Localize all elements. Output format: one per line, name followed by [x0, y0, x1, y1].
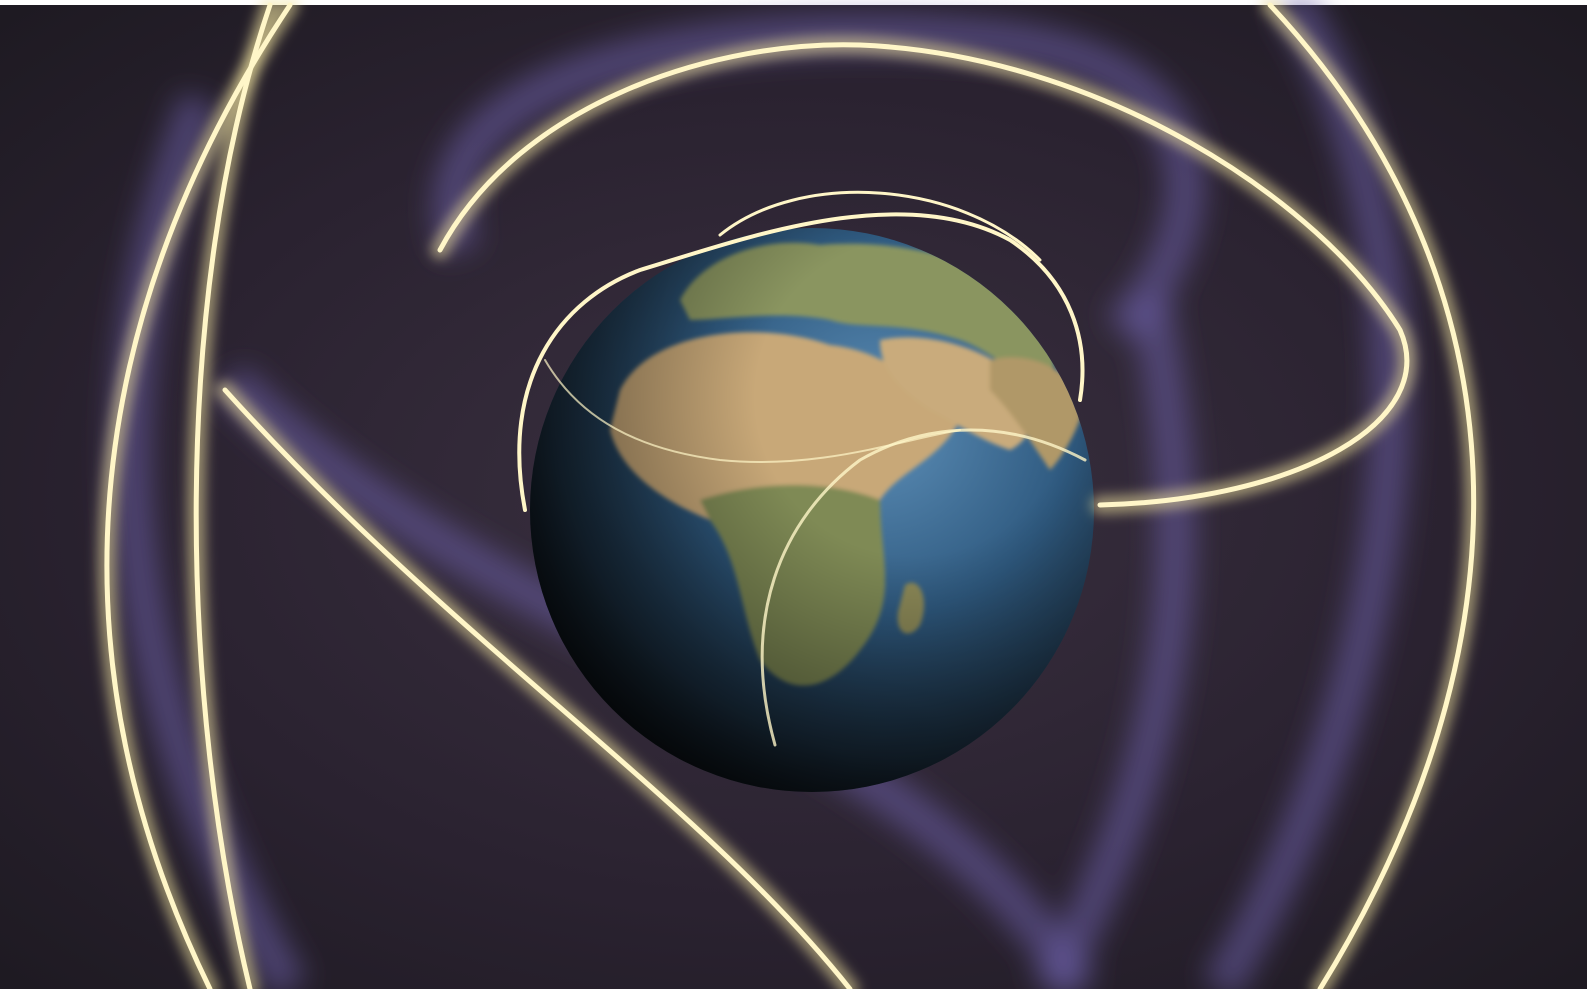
inner-orbit — [517, 212, 1085, 512]
inner-orbit — [718, 190, 1042, 262]
orbit — [104, 2, 293, 989]
globe-shadow — [530, 228, 1094, 792]
orbit — [1267, 2, 1477, 989]
orbit — [437, 42, 1410, 508]
orbit — [222, 387, 853, 989]
orbit — [193, 2, 273, 989]
globe — [530, 228, 1094, 792]
ribbon — [432, 13, 1206, 345]
orbits — [104, 2, 1477, 989]
inner-orbit — [760, 428, 1087, 747]
ribbon — [1032, 296, 1196, 989]
